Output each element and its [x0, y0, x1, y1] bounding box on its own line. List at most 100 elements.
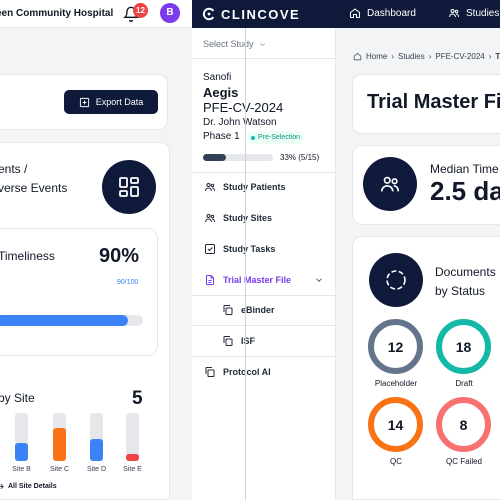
nav-studies[interactable]: Studies — [448, 7, 499, 19]
breadcrumb-separator: › — [488, 52, 492, 61]
avatar[interactable]: B — [160, 3, 180, 23]
site-bar-track — [53, 413, 66, 461]
sidebar-item-protocol-ai[interactable]: Protocol AI — [204, 366, 271, 378]
timeliness-label: Timeliness — [0, 249, 55, 263]
loading-circle-icon — [386, 270, 406, 290]
status-ring[interactable]: 14 — [368, 397, 423, 452]
home-icon — [350, 8, 360, 18]
timeliness-progress-fill — [0, 315, 129, 326]
sidebar-subitem-ebinder[interactable]: eBinder — [222, 304, 275, 316]
layout-grid-icon — [119, 177, 139, 197]
study-code: PFE-CV-2024 — [203, 100, 284, 115]
select-study-dropdown[interactable]: Select Study — [203, 39, 267, 49]
events-title-line2: verse Events — [0, 181, 68, 195]
status-ring[interactable]: 18 — [436, 319, 491, 374]
sidebar-item-trial-master-file[interactable]: Trial Master File — [204, 274, 291, 286]
events-title-line1: ents / — [0, 162, 28, 176]
site-bar-fill — [15, 443, 28, 461]
hospital-header: een Community Hospital 12 B — [0, 0, 192, 28]
nav-dashboard[interactable]: Dashboard — [349, 7, 416, 19]
site-bar-label: Site B — [12, 466, 31, 473]
nav-dashboard-label: Dashboard — [367, 7, 416, 19]
sponsor-name: Sanofi — [203, 72, 232, 83]
breadcrumb-separator: › — [391, 52, 395, 61]
chevron-down-icon — [259, 42, 265, 46]
sidebar-divider — [192, 356, 336, 357]
study-progress-text: 33% (5/15) — [280, 153, 320, 162]
breadcrumb-home[interactable]: Home — [366, 52, 388, 61]
sidebar-divider — [192, 325, 336, 326]
select-study-label: Select Study — [203, 39, 254, 49]
status-count: 8 — [459, 416, 468, 433]
brand-name: CLINCOVE — [221, 6, 301, 22]
sidebar-item-study-sites[interactable]: Study Sites — [204, 212, 272, 224]
breadcrumb: Home › Studies › PFE-CV-2024 › Tr — [353, 52, 500, 61]
sidebar-item-label: Study Sites — [223, 213, 273, 223]
breadcrumb-studies[interactable]: Studies — [398, 52, 425, 61]
timeliness-value: 90% — [99, 245, 140, 267]
home-icon — [353, 53, 362, 61]
median-icon-circle — [363, 157, 417, 211]
brand-logo[interactable]: CLINCOVE — [202, 6, 300, 22]
documents-title-line1: Documents — [435, 265, 496, 279]
nav-studies-label: Studies — [466, 7, 500, 19]
events-icon-circle — [102, 160, 156, 214]
notification-badge: 12 — [133, 3, 148, 18]
site-bar-track — [90, 413, 103, 461]
copy-icon — [223, 336, 233, 346]
sidebar-item-study-patients[interactable]: Study Patients — [204, 181, 286, 193]
all-site-details-link[interactable]: All Site Details — [0, 482, 57, 491]
status-ring[interactable]: 12 — [368, 319, 423, 374]
site-bar-fill — [126, 454, 139, 461]
arrow-icon — [0, 483, 4, 490]
page-title: Trial Master Fil — [367, 91, 500, 113]
title-card — [352, 74, 500, 134]
breadcrumb-study[interactable]: PFE-CV-2024 — [435, 52, 485, 61]
sidebar-subitem-isf[interactable]: ISF — [222, 335, 255, 347]
study-progress-fill — [203, 154, 227, 161]
sidebar-item-label: Protocol AI — [223, 367, 271, 377]
copy-icon — [223, 305, 233, 315]
sidebar-item-label: Study Tasks — [223, 244, 276, 254]
study-phase: Phase 1 — [203, 131, 240, 142]
site-bar-fill — [53, 428, 66, 461]
timeliness-track — [0, 315, 143, 326]
site-bar-label: Site E — [123, 466, 142, 473]
export-data-button[interactable]: Export Data — [64, 90, 158, 114]
site-bar-fill — [90, 439, 103, 461]
principal-investigator: Dr. John Watson — [203, 117, 277, 128]
median-value: 2.5 da — [430, 176, 500, 206]
phase-badge-label: Pre-Selection — [258, 134, 301, 141]
status-label: QC Failed — [445, 457, 482, 466]
export-icon — [79, 97, 89, 107]
sidebar-item-study-tasks[interactable]: Study Tasks — [204, 243, 275, 255]
hospital-name: een Community Hospital — [0, 8, 114, 19]
sidebar-item-label: ISF — [241, 336, 256, 346]
status-label: Draft — [455, 379, 473, 388]
study-name: Aegis — [203, 85, 239, 100]
study-sidebar — [192, 28, 336, 500]
sites-icon — [205, 214, 215, 223]
status-ring[interactable]: 8 — [436, 397, 491, 452]
timeliness-card — [0, 228, 158, 356]
site-bar-label: Site D — [86, 466, 107, 473]
all-site-details-label: All Site Details — [8, 483, 57, 490]
status-count: 12 — [387, 338, 404, 355]
sidebar-item-label: eBinder — [241, 305, 275, 315]
sidebar-divider — [192, 295, 336, 296]
median-label: Median Time — [430, 162, 499, 176]
status-label: Placeholder — [374, 379, 418, 388]
chevron-down-icon[interactable] — [314, 275, 324, 285]
sidebar-divider — [192, 58, 336, 59]
clincove-logo-icon — [202, 7, 215, 21]
export-data-label: Export Data — [95, 97, 144, 107]
phase-badge: Pre-Selection — [247, 131, 305, 144]
breadcrumb-separator: › — [428, 52, 432, 61]
events-title: ents / verse Events — [0, 160, 67, 198]
documents-icon-circle — [369, 253, 423, 307]
by-site-count: 5 — [132, 388, 143, 409]
file-icon — [206, 275, 214, 285]
status-label: QC — [390, 457, 402, 466]
documents-title: Documents by Status — [435, 263, 496, 301]
timeliness-sub: 90/100 — [117, 279, 139, 286]
